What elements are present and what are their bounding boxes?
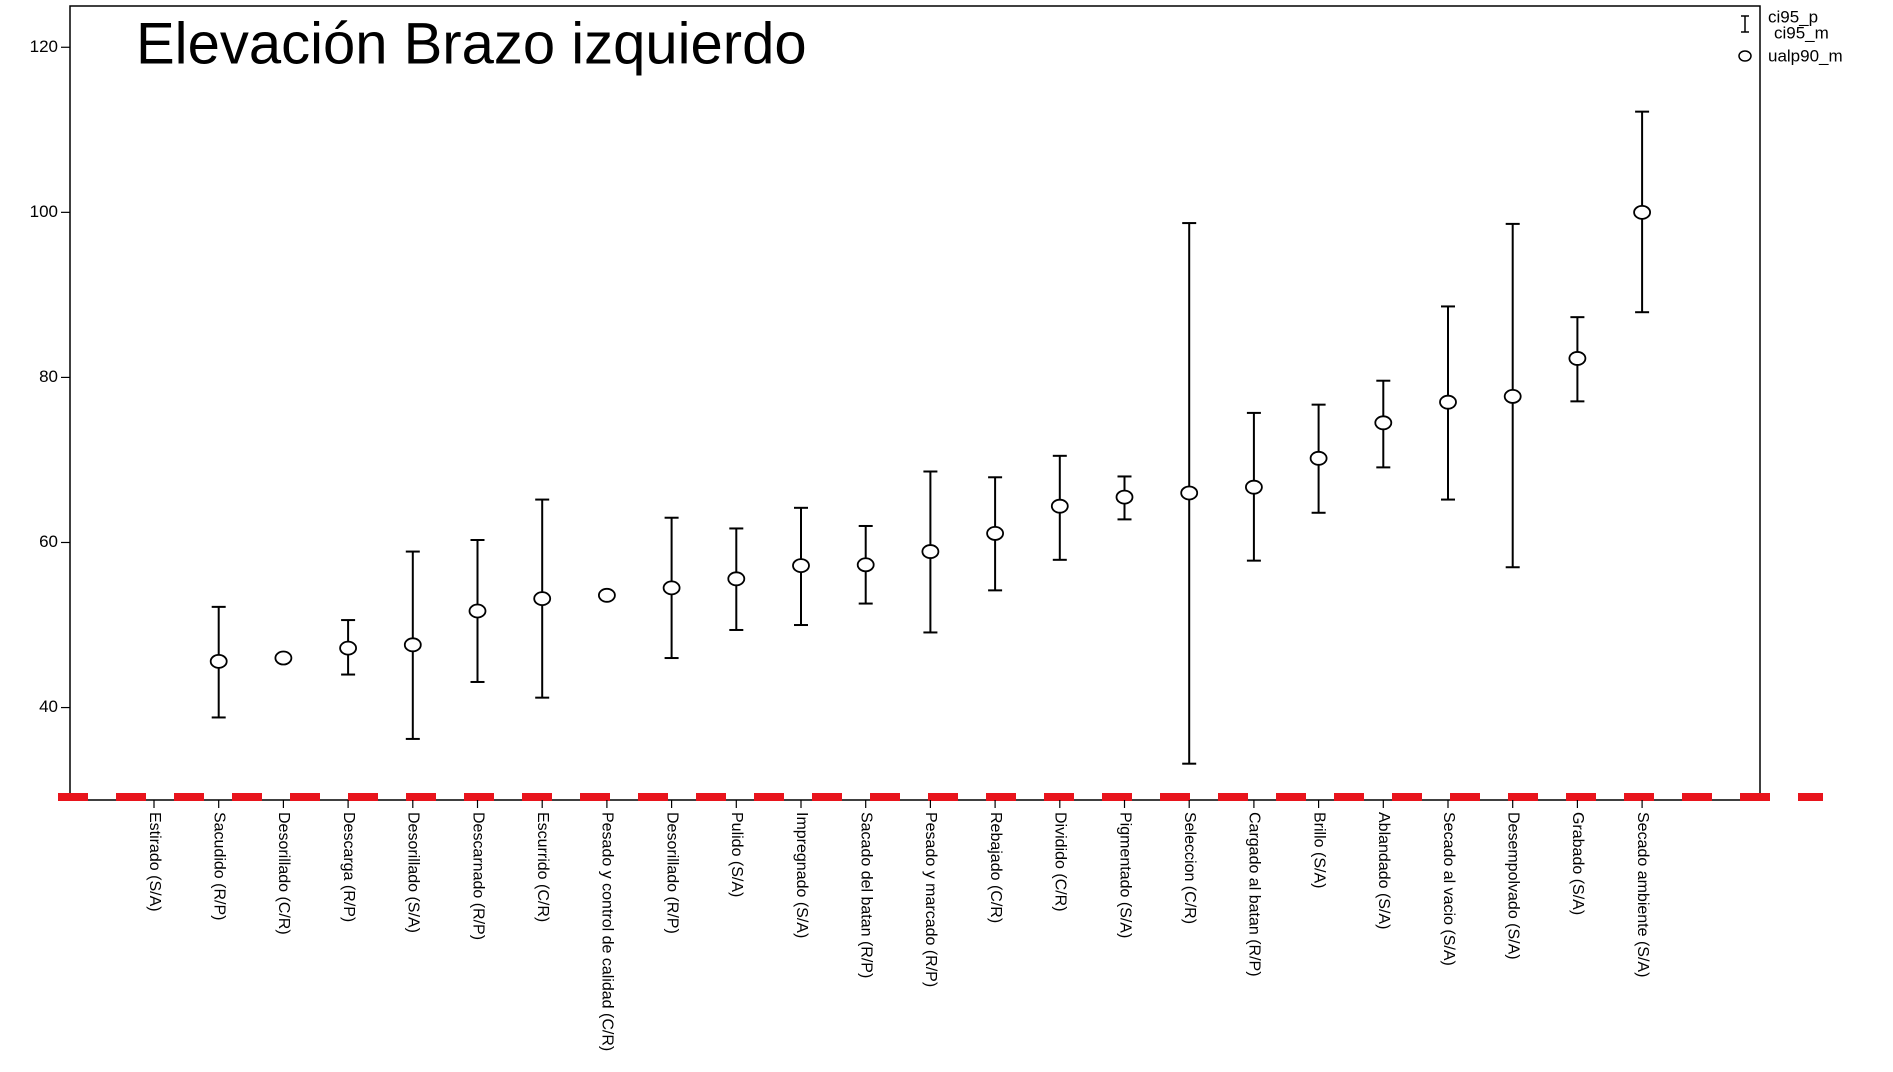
x-tick-label: Pigmentado (S/A) [1116,812,1133,938]
chart-title: Elevación Brazo izquierdo [136,11,807,76]
y-tick-label: 40 [39,697,58,716]
y-tick-label: 80 [39,367,58,386]
x-tick-label: Desorillado (R/P) [663,812,680,934]
x-tick-label: Estirado (S/A) [146,812,163,912]
point [1439,394,1457,410]
point [1503,388,1522,404]
x-tick-label: Pesado y marcado (R/P) [922,812,939,987]
point [468,603,487,619]
point [1115,489,1134,505]
legend-label: ualp90_m [1768,46,1843,65]
point [1050,498,1069,514]
x-tick-label: Secado al vacio (S/A) [1440,812,1457,966]
x-tick-label: Rebajado (C/R) [987,812,1004,923]
x-tick-label: Dividido (C/R) [1052,812,1069,912]
y-tick-label: 60 [39,532,58,551]
y-tick-label: 120 [30,37,58,56]
x-tick-label: Impregnado (S/A) [793,812,810,938]
point [209,653,228,669]
x-tick-label: Desorillado (C/R) [275,812,292,935]
point [1568,351,1587,366]
x-tick-label: Escurrido (C/R) [534,812,551,922]
x-tick-label: Secado ambiente (S/A) [1634,812,1651,977]
x-tick-label: Sacudido (R/P) [210,812,227,921]
x-tick-label: Descarga (R/P) [340,812,357,922]
x-tick-label: Grabado (S/A) [1569,812,1586,915]
point [533,591,552,607]
x-tick-label: Ablandado (S/A) [1375,812,1392,929]
x-tick-label: Pulido (S/A) [728,812,745,897]
point [921,544,940,559]
point [1633,204,1651,220]
point [1180,485,1199,501]
legend-symbol-point [1738,50,1752,62]
x-tick-label: Brillo (S/A) [1310,812,1327,888]
x-tick-label: Descarnado (R/P) [469,812,486,940]
point [662,580,681,596]
point [856,557,875,573]
point [792,558,810,573]
point [274,650,293,666]
x-tick-label: Sacado del batan (R/P) [857,812,874,978]
point [1309,450,1328,466]
y-tick-label: 100 [30,202,58,221]
point [986,526,1004,541]
point [598,587,616,603]
x-tick-label: Desempolvado (S/A) [1504,812,1521,960]
point [339,640,358,656]
x-tick-label: Seleccion (C/R) [1181,812,1198,924]
plot-frame [69,5,1761,801]
point [403,637,422,653]
point [1245,479,1263,495]
x-tick-label: Pesado y control de calidad (C/R) [599,812,616,1051]
legend-label: ci95_m [1774,23,1829,42]
legend-label: ci95_p [1768,7,1818,26]
x-tick-label: Cargado al batan (R/P) [1246,812,1263,977]
point [1374,415,1393,431]
point [727,571,746,587]
x-tick-label: Desorillado (S/A) [405,812,422,933]
